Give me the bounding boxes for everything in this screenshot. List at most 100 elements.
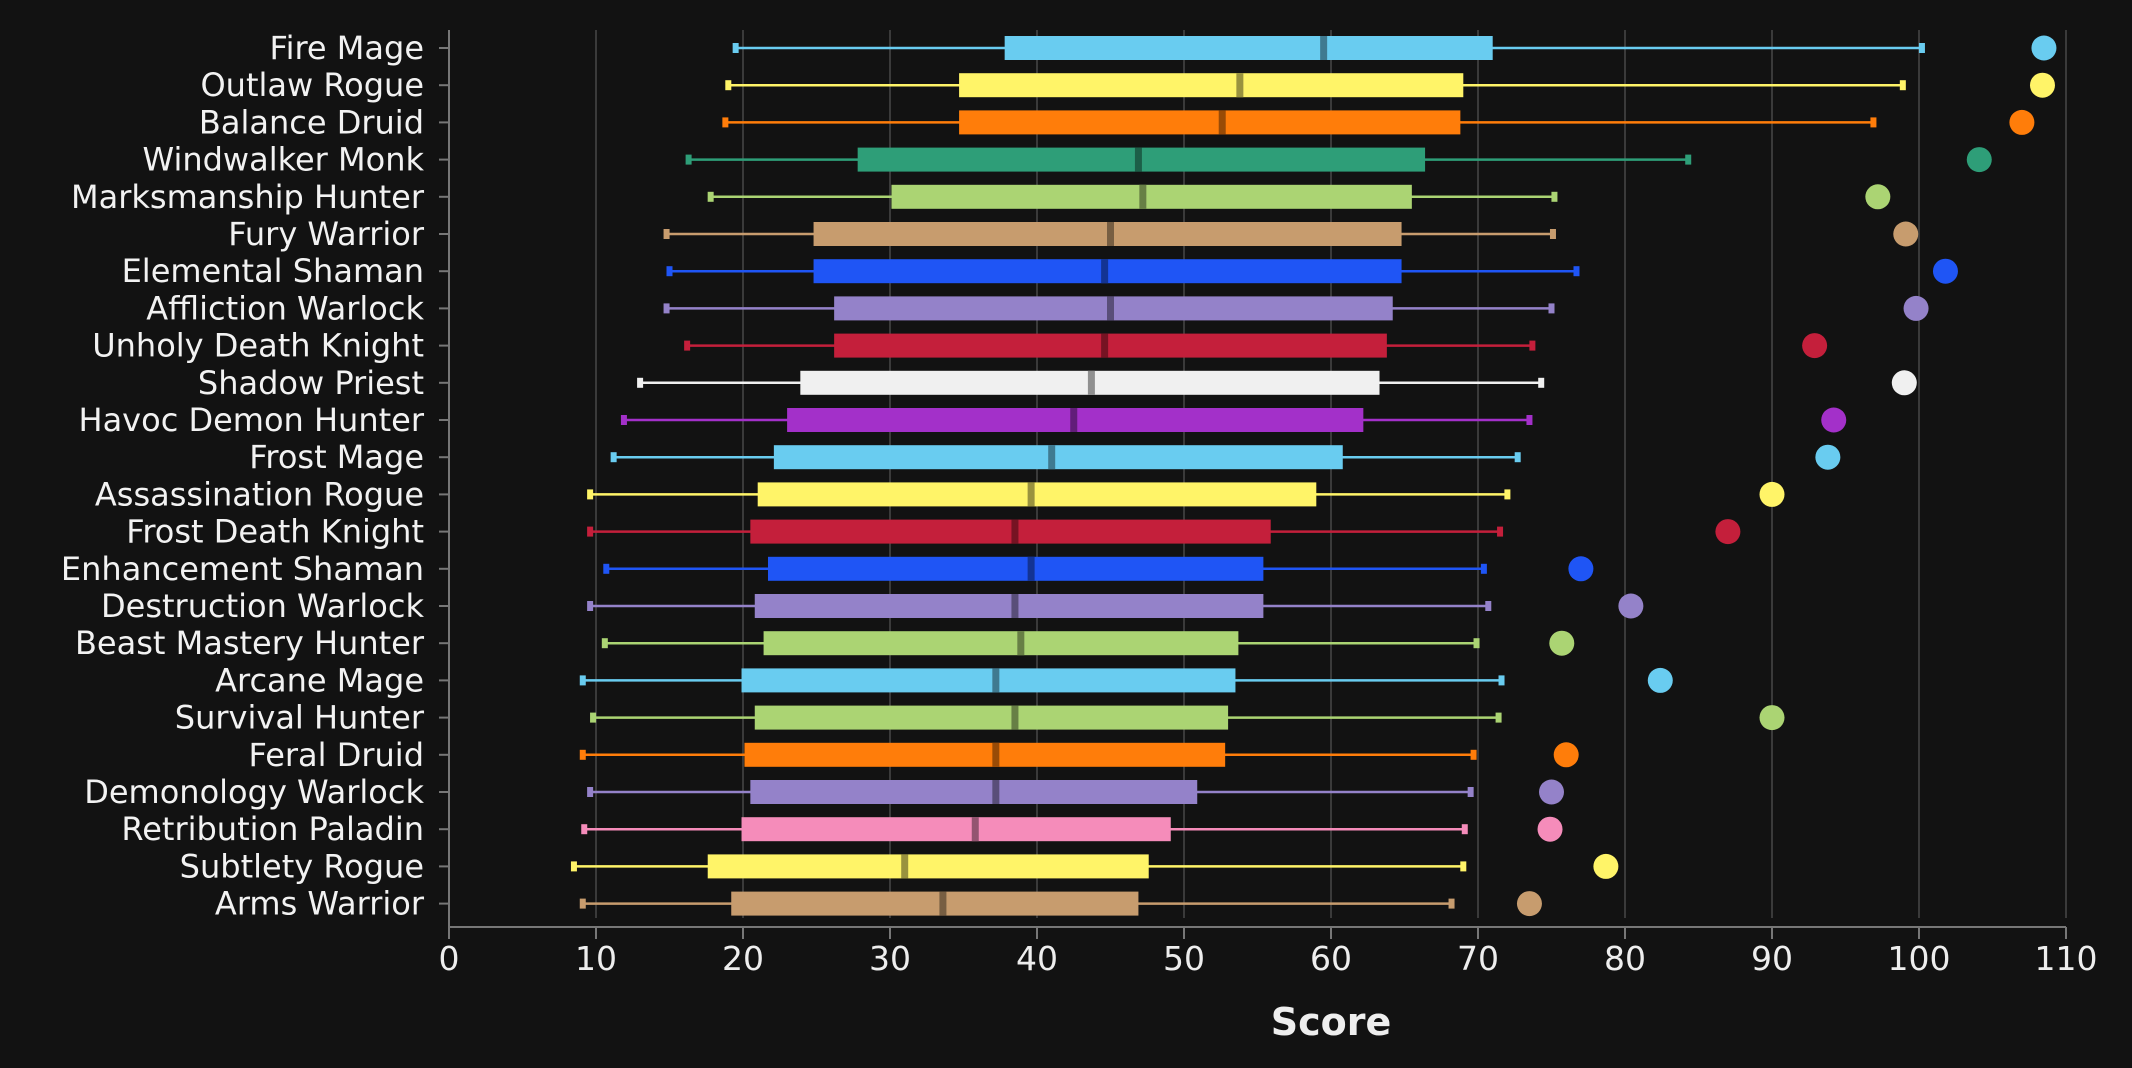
median-marker bbox=[992, 668, 1000, 693]
whisker-min-cap bbox=[579, 898, 586, 909]
iqr-box bbox=[750, 780, 1198, 804]
max-score-dot bbox=[1568, 556, 1594, 582]
category-label: Balance Druid bbox=[199, 103, 424, 141]
iqr-box bbox=[1004, 36, 1493, 60]
whisker-max-cap bbox=[1573, 266, 1580, 277]
whisker-min-cap bbox=[663, 229, 670, 239]
iqr-box bbox=[959, 73, 1464, 98]
category-label: Elemental Shaman bbox=[122, 252, 424, 290]
category-label: Arms Warrior bbox=[215, 885, 425, 923]
median-marker bbox=[1236, 73, 1244, 98]
max-score-dot bbox=[1537, 816, 1563, 842]
category-label: Frost Mage bbox=[249, 438, 424, 476]
max-score-dot bbox=[1759, 481, 1785, 507]
category-label: Windwalker Monk bbox=[143, 141, 425, 179]
category-label: Affliction Warlock bbox=[146, 289, 424, 327]
median-marker bbox=[1070, 408, 1078, 432]
whisker-min-cap bbox=[732, 43, 739, 53]
whisker-min-cap bbox=[579, 675, 586, 686]
max-score-dot bbox=[1647, 667, 1673, 693]
category-label: Beast Mastery Hunter bbox=[75, 624, 425, 662]
whisker-max-cap bbox=[1526, 415, 1533, 425]
x-tick-label: 40 bbox=[1016, 939, 1058, 978]
max-score-dot bbox=[1966, 147, 1992, 173]
median-marker bbox=[1107, 296, 1114, 321]
iqr-box bbox=[834, 333, 1387, 358]
whisker-max-cap bbox=[1467, 787, 1474, 797]
x-tick-label: 110 bbox=[2035, 939, 2098, 978]
iqr-box bbox=[767, 556, 1264, 581]
x-tick-label: 0 bbox=[439, 939, 460, 978]
median-marker bbox=[1017, 631, 1025, 656]
x-tick-label: 10 bbox=[575, 939, 617, 978]
category-label: Marksmanship Hunter bbox=[71, 178, 425, 216]
x-tick-label: 70 bbox=[1457, 939, 1499, 978]
iqr-box bbox=[754, 705, 1229, 730]
iqr-box bbox=[757, 482, 1317, 507]
median-marker bbox=[992, 780, 1000, 804]
box-series bbox=[570, 36, 1925, 916]
whisker-max-cap bbox=[1448, 898, 1455, 909]
median-marker bbox=[1027, 482, 1035, 507]
iqr-box bbox=[754, 594, 1264, 618]
whisker-max-cap bbox=[1480, 563, 1487, 574]
median-marker bbox=[1134, 147, 1142, 172]
whisker-max-cap bbox=[1495, 712, 1502, 723]
max-score-dot bbox=[1865, 184, 1891, 210]
whisker-min-cap bbox=[587, 526, 594, 537]
x-tick-label: 60 bbox=[1310, 939, 1352, 978]
whisker-min-cap bbox=[590, 712, 597, 723]
whisker-max-cap bbox=[1514, 452, 1521, 463]
category-label: Demonology Warlock bbox=[84, 773, 424, 811]
median-marker bbox=[1107, 222, 1114, 246]
median-marker bbox=[1011, 519, 1019, 544]
max-score-dot bbox=[1553, 742, 1579, 768]
iqr-box bbox=[741, 668, 1236, 693]
max-score-dot bbox=[1815, 444, 1841, 470]
iqr-box bbox=[741, 817, 1171, 842]
iqr-box bbox=[891, 184, 1412, 209]
whisker-max-cap bbox=[1918, 43, 1925, 53]
whisker-max-cap bbox=[1529, 340, 1536, 351]
category-label: Survival Hunter bbox=[175, 699, 425, 737]
x-tick-label: 100 bbox=[1888, 939, 1951, 978]
max-score-dot bbox=[1802, 333, 1828, 359]
whisker-min-cap bbox=[722, 117, 729, 128]
whisker-min-cap bbox=[587, 601, 594, 611]
median-marker bbox=[1011, 705, 1019, 730]
iqr-box bbox=[731, 891, 1139, 916]
max-score-dot bbox=[1903, 295, 1929, 321]
iqr-box bbox=[763, 631, 1239, 656]
whisker-max-cap bbox=[1548, 303, 1555, 314]
category-label: Assassination Rogue bbox=[95, 475, 424, 513]
category-label: Arcane Mage bbox=[215, 661, 424, 699]
whisker-min-cap bbox=[610, 452, 617, 463]
whisker-max-cap bbox=[1538, 377, 1545, 388]
max-score-dot bbox=[1932, 258, 1958, 284]
whisker-min-cap bbox=[663, 303, 670, 314]
median-marker bbox=[1101, 259, 1109, 284]
max-score-dot bbox=[1759, 705, 1785, 731]
category-label: Fire Mage bbox=[270, 29, 425, 67]
max-score-dot bbox=[1715, 519, 1741, 545]
whisker-min-cap bbox=[601, 638, 608, 649]
x-tick-label: 90 bbox=[1751, 939, 1793, 978]
axes: 0 10 20 30 40 50 60 70 80 90 100 110 bbox=[439, 30, 2098, 978]
whisker-min-cap bbox=[637, 377, 644, 388]
whisker-min-cap bbox=[587, 489, 594, 500]
whisker-min-cap bbox=[685, 154, 692, 165]
iqr-box bbox=[750, 519, 1271, 544]
max-score-dot bbox=[1539, 779, 1564, 805]
x-axis-title: Score bbox=[1271, 1000, 1392, 1044]
whisker-max-cap bbox=[1549, 229, 1556, 239]
max-score-dot bbox=[1618, 593, 1644, 619]
category-label: Feral Druid bbox=[249, 736, 424, 774]
category-label: Havoc Demon Hunter bbox=[79, 401, 425, 439]
median-marker bbox=[1101, 333, 1109, 358]
whisker-max-cap bbox=[1899, 80, 1906, 91]
whisker-min-cap bbox=[684, 340, 691, 351]
category-label: Unholy Death Knight bbox=[92, 327, 424, 365]
